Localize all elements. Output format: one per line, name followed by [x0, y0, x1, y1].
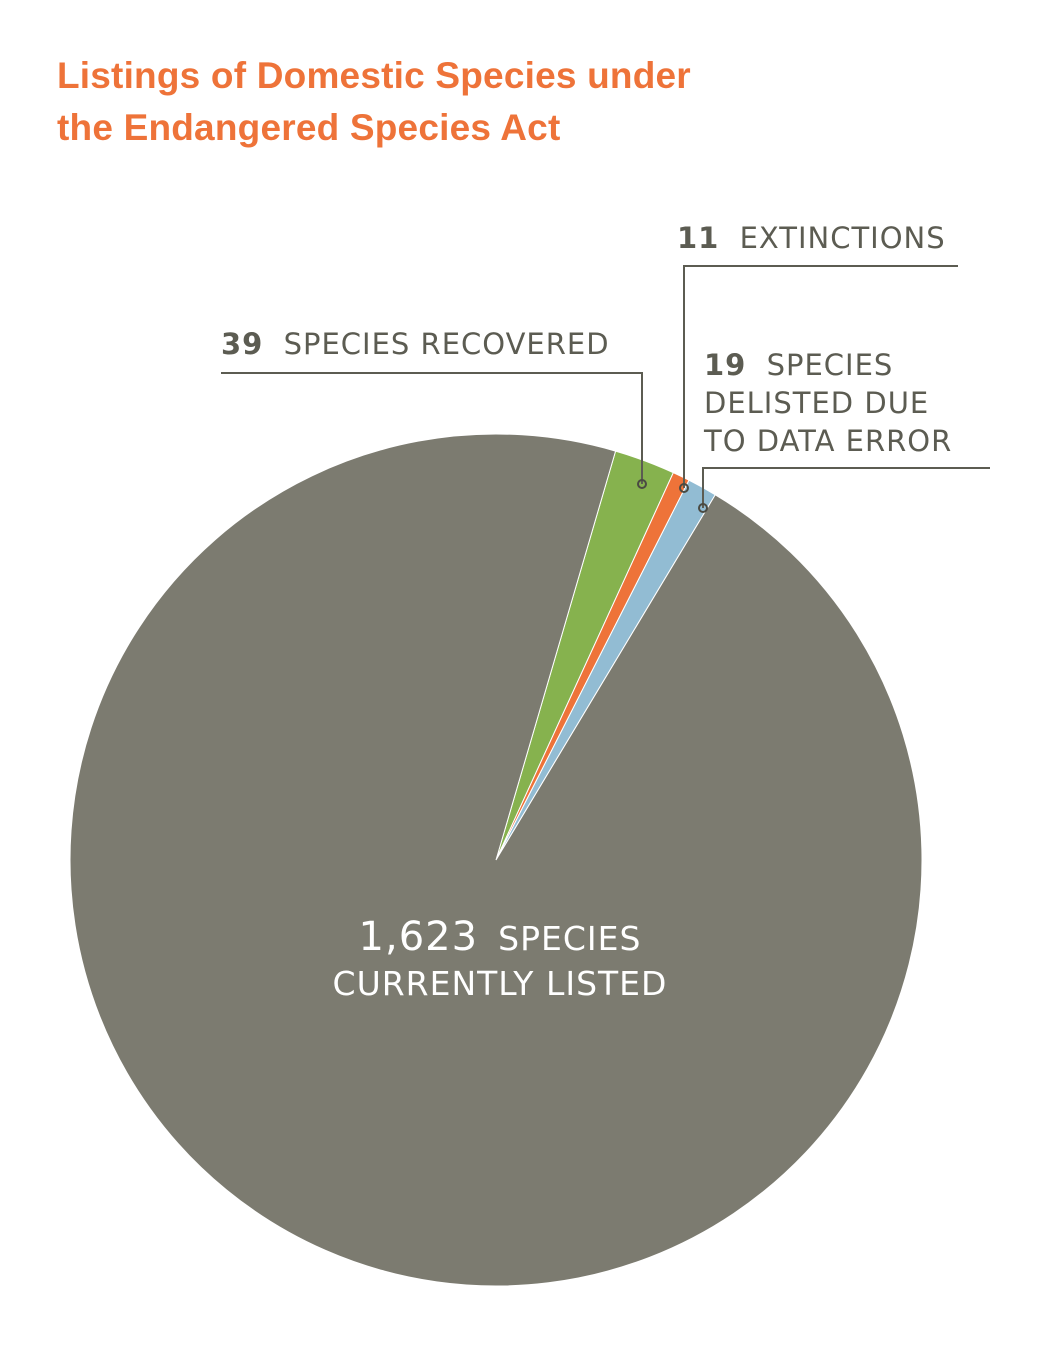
- leader-dot-delisted: [698, 503, 708, 513]
- label-extinctions-text: EXTINCTIONS: [740, 221, 946, 255]
- label-extinctions-value: 11: [677, 221, 719, 255]
- label-listed-text-2: CURRENTLY LISTED: [333, 964, 668, 1003]
- label-delisted-text-2: DELISTED DUE: [704, 386, 929, 420]
- chart-title-line-2: the Endangered Species Act: [57, 107, 561, 148]
- pie-slice-species-currently-listed: [69, 433, 923, 1287]
- label-recovered: 39 SPECIES RECOVERED: [221, 327, 610, 361]
- label-delisted-text-1: SPECIES: [767, 348, 894, 382]
- label-recovered-text: SPECIES RECOVERED: [284, 327, 610, 361]
- leader-line-delisted: [702, 467, 990, 508]
- label-recovered-value: 39: [221, 327, 263, 361]
- label-delisted: 19 SPECIES: [704, 348, 893, 382]
- leader-line-recovered: [221, 372, 643, 484]
- pie-slices: [69, 433, 923, 1287]
- label-delisted-text-3: TO DATA ERROR: [703, 424, 952, 458]
- label-delisted-value: 19: [704, 348, 746, 382]
- label-listed: 1,623 SPECIES: [359, 914, 642, 960]
- label-extinctions: 11 EXTINCTIONS: [677, 221, 946, 255]
- label-listed-text-1: SPECIES: [498, 919, 641, 958]
- leader-line-extinctions: [683, 265, 958, 488]
- leader-dot-recovered: [637, 479, 647, 489]
- leader-dots: [637, 479, 708, 513]
- leader-lines: [221, 265, 990, 508]
- chart-title-line-1: Listings of Domestic Species under: [57, 55, 691, 96]
- leader-dot-extinctions: [679, 483, 689, 493]
- chart-title: Listings of Domestic Species under the E…: [57, 50, 957, 154]
- label-listed-value: 1,623: [359, 914, 479, 960]
